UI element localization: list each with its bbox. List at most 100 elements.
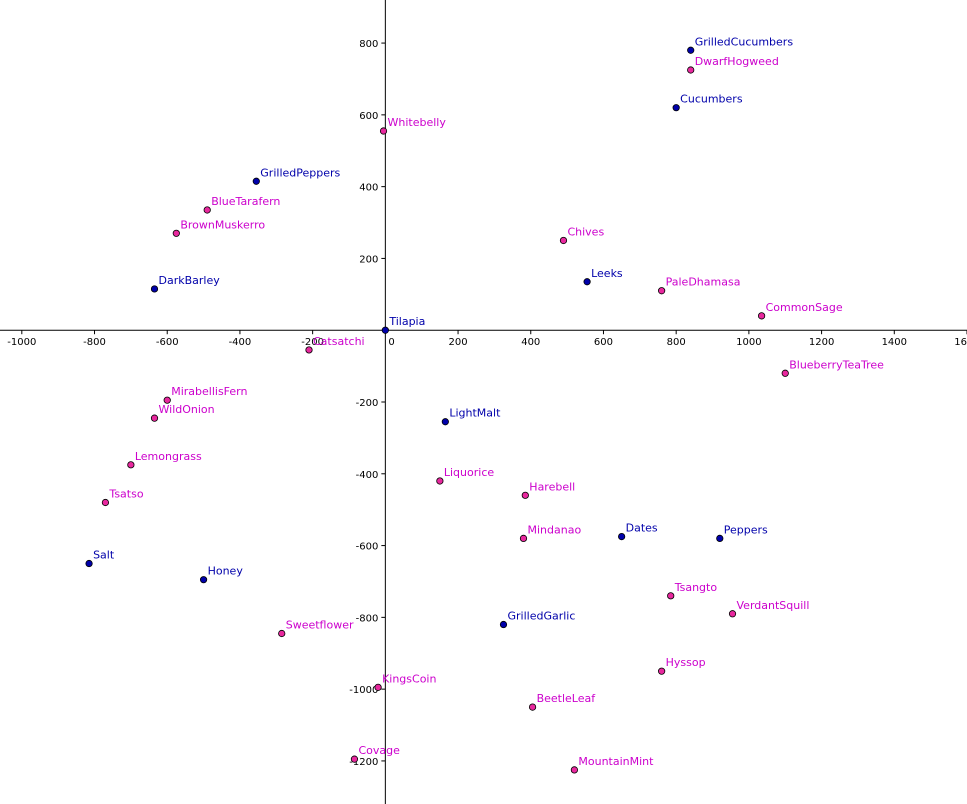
point-label: Salt	[93, 549, 115, 562]
data-point	[781, 369, 789, 377]
point-label: GrilledPeppers	[260, 166, 340, 179]
data-point	[278, 629, 286, 638]
point-label: BeetleLeaf	[537, 692, 597, 705]
data-point	[150, 414, 159, 422]
data-point	[583, 278, 591, 286]
data-point	[667, 592, 675, 600]
data-point	[658, 667, 666, 675]
point-label: DarkBarley	[159, 274, 221, 287]
data-point	[521, 491, 529, 499]
data-point	[441, 418, 449, 426]
point-label: Mindanao	[527, 523, 581, 536]
point-label: Covage	[358, 744, 400, 757]
point-label: Honey	[208, 565, 244, 578]
point-label: BrownMuskerro	[180, 218, 265, 231]
x-tick-label: 800	[667, 337, 686, 348]
point-label: KingsCoin	[382, 672, 436, 685]
data-point	[85, 559, 93, 568]
data-point	[381, 326, 389, 334]
data-point	[150, 285, 159, 293]
y-tick-label: -400	[356, 470, 379, 481]
data-point	[618, 532, 626, 541]
y-tick-label: -1200	[349, 757, 378, 768]
point-label: Chives	[567, 225, 604, 238]
point-label: Dates	[626, 522, 658, 535]
x-tick-label: 400	[521, 337, 540, 348]
point-label: Tsatso	[108, 488, 143, 501]
point-label: Hyssop	[666, 656, 706, 669]
point-label: CommonSage	[766, 301, 843, 314]
data-point	[570, 766, 578, 774]
data-point	[199, 576, 208, 584]
y-tick-label: -800	[356, 613, 379, 624]
point-label: Sweetflower	[286, 619, 354, 632]
point-label: MountainMint	[578, 755, 654, 768]
data-point	[758, 312, 766, 320]
data-point	[305, 346, 313, 354]
x-tick-label: 200	[449, 337, 468, 348]
x-tick-label: -800	[83, 337, 106, 348]
point-label: BlueberryTeaTree	[789, 358, 884, 371]
point-label: MirabellisFern	[171, 385, 247, 398]
data-point	[672, 104, 680, 112]
data-point	[716, 534, 724, 542]
y-tick-label: -200	[356, 398, 379, 409]
point-label: VerdantSquill	[737, 599, 810, 612]
data-point	[519, 534, 528, 542]
data-point	[436, 477, 444, 485]
point-label: Cucumbers	[680, 93, 743, 106]
point-label: PaleDhamasa	[666, 276, 741, 289]
data-point	[687, 66, 695, 74]
data-points	[85, 46, 789, 774]
y-tick-label: 800	[359, 39, 378, 50]
point-label: Tsangto	[674, 581, 718, 594]
point-label: GrilledGarlic	[507, 610, 575, 623]
data-point	[687, 46, 695, 54]
point-label: GrilledCucumbers	[695, 35, 794, 48]
data-point	[499, 620, 508, 629]
data-point	[252, 177, 260, 185]
data-point	[350, 755, 359, 763]
point-label: Leeks	[591, 267, 623, 280]
data-point	[163, 396, 171, 404]
point-label: BlueTarafern	[211, 195, 280, 208]
y-tick-label: -1000	[349, 685, 378, 696]
data-point	[127, 461, 135, 469]
point-label: DwarfHogweed	[695, 55, 779, 68]
data-point	[658, 287, 666, 295]
point-label: Peppers	[724, 523, 768, 536]
x-tick-label: -200	[301, 337, 324, 348]
point-label: Lemongrass	[135, 450, 202, 463]
x-tick-label: -600	[156, 337, 179, 348]
x-tick-label: 600	[594, 337, 613, 348]
point-labels: GrilledCucumbers DwarfHogweed Cucumbers Whi…	[93, 35, 884, 768]
data-point	[203, 206, 211, 214]
x-tick-label: 0	[388, 337, 394, 348]
data-point	[528, 703, 537, 711]
y-tick-label: 600	[359, 111, 378, 122]
x-tick-label: -400	[229, 337, 252, 348]
x-tick-label: 1400	[882, 337, 907, 348]
data-point	[101, 498, 110, 507]
point-label: Liquorice	[444, 466, 494, 479]
x-tick-label: 1600	[954, 337, 967, 348]
y-tick-label: 200	[359, 254, 378, 265]
point-label: WildOnion	[159, 403, 215, 416]
point-label: Catsatchi	[313, 335, 365, 348]
x-tick-label: 1000	[736, 337, 761, 348]
y-tick-label: 400	[359, 183, 378, 194]
point-label: Tilapia	[388, 315, 425, 328]
data-point	[379, 127, 388, 135]
data-point	[559, 236, 568, 245]
data-point	[374, 683, 382, 691]
y-tick-label: -600	[356, 542, 379, 553]
data-point	[728, 610, 737, 618]
x-tick-label: -1000	[7, 337, 36, 348]
point-label: LightMalt	[449, 407, 501, 420]
data-point	[172, 229, 180, 237]
point-label: Harebell	[529, 480, 575, 493]
x-tick-label: 1200	[809, 337, 834, 348]
point-label: Whitebelly	[388, 116, 447, 129]
